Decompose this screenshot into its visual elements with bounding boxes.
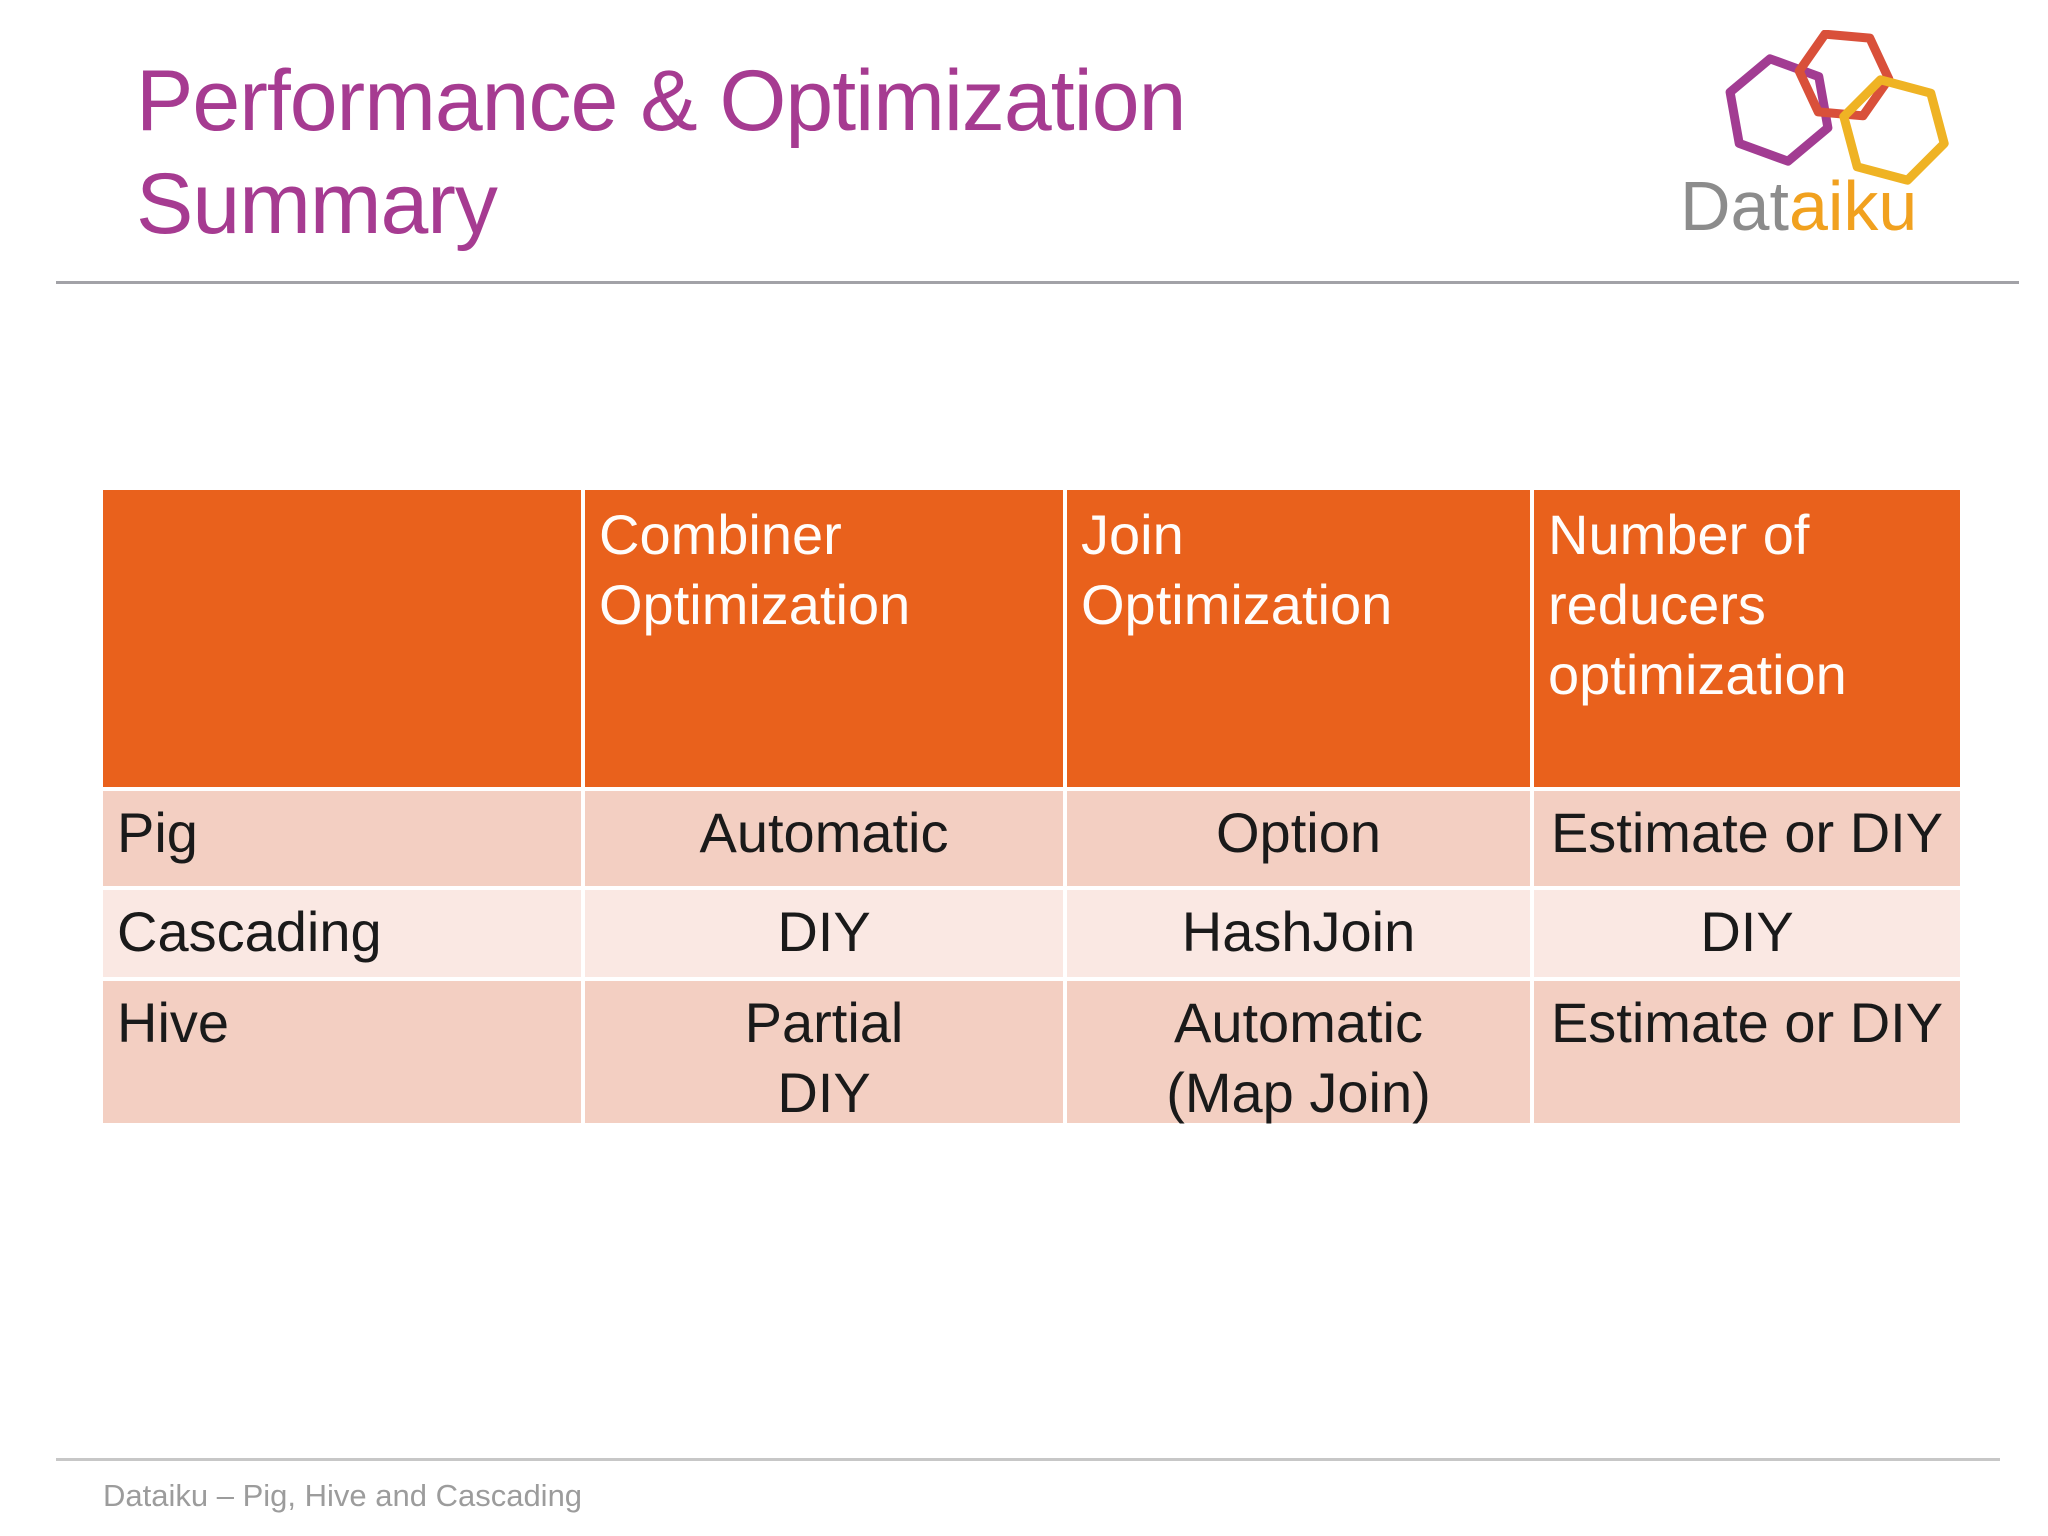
cell-cascading-reducers: DIY: [1534, 890, 1960, 977]
dataiku-wordmark: Dataiku: [1680, 166, 1917, 246]
page-title: Performance & Optimization Summary: [136, 50, 1186, 256]
header-cell-blank: [103, 490, 581, 787]
wordmark-dat: Dat: [1680, 167, 1789, 245]
dataiku-logo: Dataiku: [1680, 26, 1970, 246]
footer-text: Dataiku – Pig, Hive and Cascading: [103, 1478, 583, 1513]
cell-pig-join: Option: [1067, 791, 1530, 886]
row-label-hive: Hive: [103, 981, 581, 1123]
cell-hive-join: Automatic (Map Join): [1067, 981, 1530, 1124]
header-cell-reducers: Number of reducers optimization: [1534, 490, 1960, 787]
wordmark-aiku: aiku: [1788, 167, 1918, 245]
cell-cascading-combiner: DIY: [585, 890, 1063, 977]
title-separator-line: [56, 281, 2019, 284]
cell-hive-combiner: Partial DIY: [585, 981, 1063, 1124]
cell-cascading-join: HashJoin: [1067, 890, 1530, 977]
hexagon-purple-icon: [1725, 54, 1833, 166]
header-cell-combiner: Combiner Optimization: [585, 490, 1063, 787]
dataiku-hexagons-icon: [1725, 30, 1949, 185]
hexagon-red-icon: [1794, 30, 1894, 121]
cell-hive-reducers: Estimate or DIY: [1534, 981, 1960, 1123]
hexagon-yellow-icon: [1839, 75, 1949, 185]
header-cell-join: Join Optimization: [1067, 490, 1530, 787]
footer-separator-line: [56, 1458, 2000, 1461]
cell-pig-reducers: Estimate or DIY: [1534, 791, 1960, 886]
cell-pig-combiner: Automatic: [585, 791, 1063, 886]
page-title-line1: Performance & Optimization: [136, 53, 1186, 149]
page-title-line2: Summary: [136, 156, 498, 253]
row-label-pig: Pig: [103, 791, 581, 886]
comparison-table: Combiner Optimization Join Optimization …: [103, 490, 1960, 1124]
row-label-cascading: Cascading: [103, 890, 581, 977]
